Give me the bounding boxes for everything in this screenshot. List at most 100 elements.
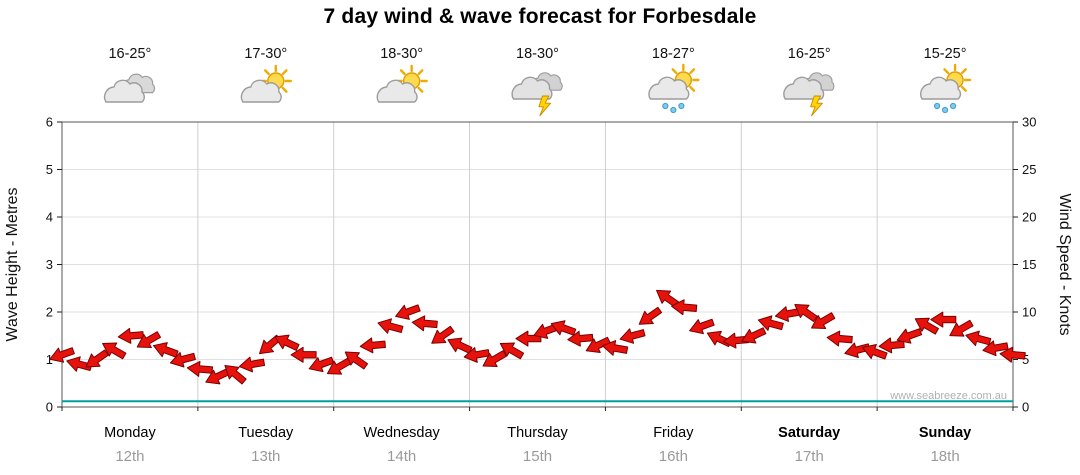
day-date: 15th bbox=[523, 448, 552, 465]
day-name: Saturday bbox=[778, 425, 840, 441]
partly-showers-icon bbox=[920, 63, 972, 114]
day-temp-range: 15-25° bbox=[924, 46, 967, 62]
right-tick-label: 20 bbox=[1022, 210, 1036, 225]
wind-arrow bbox=[499, 342, 525, 360]
right-axis-title: Wind Speed - Knots bbox=[1056, 193, 1073, 335]
wind-arrow bbox=[638, 306, 663, 325]
sun-ray bbox=[281, 86, 288, 93]
left-tick-label: 5 bbox=[46, 162, 53, 177]
lightning-bolt bbox=[538, 95, 552, 117]
right-tick-label: 15 bbox=[1022, 257, 1036, 272]
sun-ray bbox=[960, 68, 967, 75]
left-tick-label: 3 bbox=[46, 257, 53, 272]
day-name: Friday bbox=[653, 425, 694, 441]
wind-arrow bbox=[619, 328, 646, 344]
cloud bbox=[103, 79, 145, 103]
partly-cloudy-icon bbox=[240, 64, 292, 103]
wind-arrow bbox=[567, 330, 594, 347]
bottom-axis bbox=[61, 407, 1014, 411]
sun-ray bbox=[417, 69, 424, 76]
sun-ray bbox=[689, 68, 696, 75]
rain-drop bbox=[678, 102, 685, 110]
cloud bbox=[920, 76, 962, 100]
wind-arrow bbox=[811, 312, 836, 329]
wind-arrows-series bbox=[49, 289, 1026, 385]
day-date: 14th bbox=[387, 448, 416, 465]
cloudy-icon bbox=[103, 73, 156, 103]
wind-arrow bbox=[757, 315, 784, 331]
wind-arrow bbox=[238, 356, 266, 373]
day-name: Tuesday bbox=[238, 425, 294, 441]
sun-ray bbox=[399, 69, 406, 76]
right-tick-label: 10 bbox=[1022, 305, 1036, 320]
rain-drop bbox=[949, 102, 957, 110]
sun-ray bbox=[281, 69, 288, 76]
wind-arrow bbox=[411, 315, 438, 332]
day-date: 16th bbox=[659, 448, 688, 465]
day-name: Monday bbox=[104, 425, 156, 441]
day-date: 18th bbox=[930, 448, 959, 465]
wind-arrow bbox=[741, 327, 767, 344]
right-axis: 0 5 10 15 20 25 30 Wind Speed - Knots bbox=[1013, 115, 1073, 415]
day-temp-range: 16-25° bbox=[788, 46, 831, 62]
wind-arrow bbox=[169, 352, 196, 368]
wind-arrow bbox=[205, 368, 231, 385]
wind-arrow bbox=[463, 347, 490, 363]
wind-arrow bbox=[671, 299, 698, 316]
cloud bbox=[376, 79, 418, 103]
day-date: 17th bbox=[795, 448, 824, 465]
cloud bbox=[240, 79, 282, 103]
gridlines bbox=[62, 122, 1013, 407]
wind-arrow bbox=[826, 330, 853, 347]
day-date: 12th bbox=[115, 448, 144, 465]
cloud bbox=[783, 76, 825, 100]
wind-arrow bbox=[359, 337, 386, 354]
day-temp-range: 18-27° bbox=[652, 46, 695, 62]
wind-arrow bbox=[689, 318, 715, 335]
wind-arrow bbox=[482, 350, 507, 367]
left-axis-title: Wave Height - Metres bbox=[4, 187, 21, 341]
wind-arrow bbox=[49, 347, 75, 363]
right-tick-label: 25 bbox=[1022, 162, 1036, 177]
sun-ray bbox=[671, 68, 678, 75]
wind-arrow bbox=[186, 360, 214, 377]
wind-arrow bbox=[447, 337, 473, 354]
day-temp-range: 17-30° bbox=[244, 46, 287, 62]
wind-arrow bbox=[224, 364, 247, 385]
day-name: Sunday bbox=[919, 425, 971, 441]
wind-arrow bbox=[152, 342, 179, 358]
left-tick-label: 1 bbox=[46, 352, 53, 367]
wind-arrow bbox=[930, 311, 957, 328]
day-temp-range: 16-25° bbox=[108, 46, 151, 62]
wind-arrow bbox=[585, 336, 611, 354]
left-tick-label: 0 bbox=[46, 400, 53, 415]
wind-arrow bbox=[395, 304, 421, 320]
wind-arrow bbox=[377, 318, 404, 334]
partly-showers-icon bbox=[648, 63, 700, 114]
wind-arrow bbox=[550, 320, 577, 336]
sun-ray bbox=[263, 69, 270, 76]
wind-arrow bbox=[117, 327, 144, 344]
wind-arrow bbox=[274, 334, 300, 351]
storm-icon bbox=[511, 72, 563, 117]
rain-drop bbox=[670, 106, 677, 114]
wind-arrow bbox=[290, 346, 317, 363]
right-tick-label: 30 bbox=[1022, 115, 1036, 130]
partly-cloudy-icon bbox=[376, 64, 428, 103]
sun-ray bbox=[417, 86, 424, 93]
left-tick-label: 2 bbox=[46, 305, 53, 320]
wind-arrow bbox=[85, 349, 109, 368]
storm-icon bbox=[783, 72, 835, 117]
wind-arrow bbox=[965, 330, 992, 347]
rain-drop bbox=[662, 102, 669, 110]
sun-ray bbox=[943, 68, 950, 75]
wind-arrow bbox=[914, 317, 939, 335]
right-tick-label: 0 bbox=[1022, 400, 1029, 415]
day-temp-range: 18-30° bbox=[380, 46, 423, 62]
wind-arrow bbox=[896, 328, 923, 344]
wind-arrow bbox=[656, 289, 680, 308]
page-title: 7 day wind & wave forecast for Forbesdal… bbox=[323, 5, 757, 28]
sun-ray bbox=[960, 85, 967, 92]
wind-arrow bbox=[102, 342, 127, 360]
